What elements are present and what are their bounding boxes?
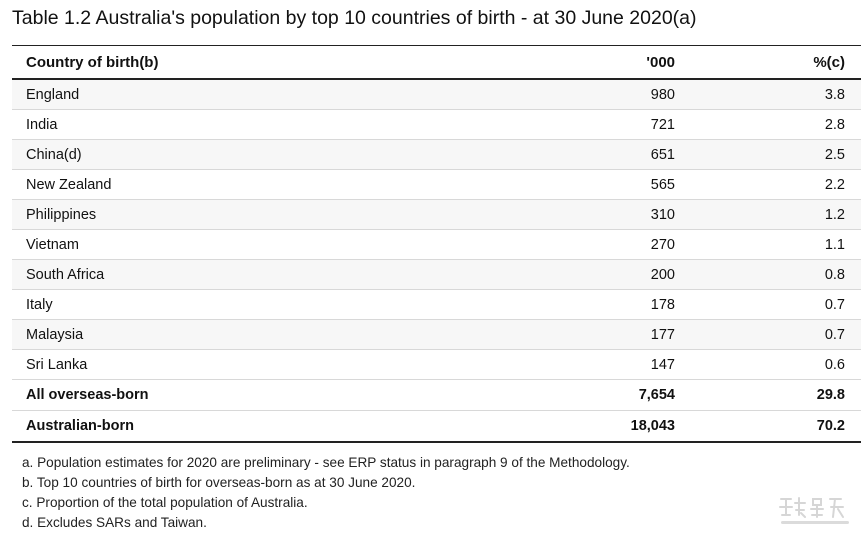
table-row: India 721 2.8	[12, 109, 861, 140]
thousands-cell: 565	[545, 169, 675, 200]
country-cell: Malaysia	[12, 319, 545, 350]
table-row: Malaysia 177 0.7	[12, 319, 861, 350]
total-row-overseas: All overseas-born 7,654 29.8	[12, 379, 861, 411]
table-row: Italy 178 0.7	[12, 289, 861, 320]
percent-cell: 0.8	[675, 259, 861, 290]
percent-cell: 1.1	[675, 229, 861, 260]
table-row: China(d) 651 2.5	[12, 139, 861, 170]
footnotes: a. Population estimates for 2020 are pre…	[22, 453, 630, 533]
country-cell: India	[12, 109, 545, 140]
thousands-cell: 147	[545, 349, 675, 380]
percent-cell: 1.2	[675, 199, 861, 230]
percent-cell: 2.8	[675, 109, 861, 140]
country-cell: Philippines	[12, 199, 545, 230]
percent-cell: 3.8	[675, 79, 861, 110]
footnote-b: b. Top 10 countries of birth for oversea…	[22, 475, 416, 490]
percent-cell: 2.2	[675, 169, 861, 200]
footnote-d: d. Excludes SARs and Taiwan.	[22, 515, 207, 530]
table-row: New Zealand 565 2.2	[12, 169, 861, 200]
thousands-cell: 310	[545, 199, 675, 230]
percent-cell: 0.6	[675, 349, 861, 380]
header-country: Country of birth(b)	[12, 45, 545, 80]
country-cell: Vietnam	[12, 229, 545, 260]
header-percent: %(c)	[675, 45, 861, 80]
table-row: Sri Lanka 147 0.6	[12, 349, 861, 380]
watermark-logo-icon	[779, 497, 849, 524]
total-label-cell: All overseas-born	[12, 379, 545, 411]
thousands-cell: 651	[545, 139, 675, 170]
population-table: Country of birth(b) '000 %(c) England 98…	[12, 45, 861, 443]
percent-cell: 0.7	[675, 289, 861, 320]
footnote-c: c. Proportion of the total population of…	[22, 495, 308, 510]
total-percent-cell: 70.2	[675, 410, 861, 443]
country-cell: Italy	[12, 289, 545, 320]
total-thousands-cell: 18,043	[545, 410, 675, 443]
thousands-cell: 721	[545, 109, 675, 140]
total-thousands-cell: 7,654	[545, 379, 675, 411]
country-cell: New Zealand	[12, 169, 545, 200]
percent-cell: 0.7	[675, 319, 861, 350]
table-row: South Africa 200 0.8	[12, 259, 861, 290]
total-label-cell: Australian-born	[12, 410, 545, 443]
country-cell: China(d)	[12, 139, 545, 170]
table-row: England 980 3.8	[12, 79, 861, 110]
thousands-cell: 178	[545, 289, 675, 320]
table-row: Vietnam 270 1.1	[12, 229, 861, 260]
total-percent-cell: 29.8	[675, 379, 861, 411]
total-row-australian: Australian-born 18,043 70.2	[12, 410, 861, 443]
footnote-a: a. Population estimates for 2020 are pre…	[22, 455, 630, 470]
thousands-cell: 980	[545, 79, 675, 110]
thousands-cell: 200	[545, 259, 675, 290]
country-cell: England	[12, 79, 545, 110]
header-thousands: '000	[545, 45, 675, 80]
percent-cell: 2.5	[675, 139, 861, 170]
thousands-cell: 270	[545, 229, 675, 260]
table-header-row: Country of birth(b) '000 %(c)	[12, 45, 861, 80]
table-title: Table 1.2 Australia's population by top …	[12, 7, 697, 29]
thousands-cell: 177	[545, 319, 675, 350]
table-row: Philippines 310 1.2	[12, 199, 861, 230]
country-cell: Sri Lanka	[12, 349, 545, 380]
country-cell: South Africa	[12, 259, 545, 290]
